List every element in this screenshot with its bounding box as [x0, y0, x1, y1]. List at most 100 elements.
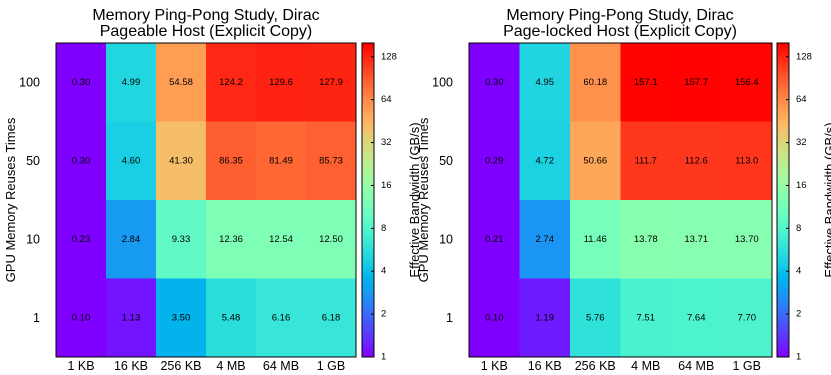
- x-tick-label: 256 KB: [575, 359, 616, 373]
- heatmap-cell: [56, 278, 107, 358]
- heatmap-cell: [620, 121, 672, 201]
- cell-value-label: 5.76: [586, 312, 605, 323]
- cell-value-label: 112.6: [685, 155, 708, 166]
- heatmap-cell: [721, 121, 773, 201]
- colorbar-tick-label: 4: [796, 266, 801, 277]
- cell-value-label: 3.50: [172, 312, 191, 323]
- heatmap-cell: [306, 121, 357, 201]
- cell-value-label: 81.49: [269, 155, 293, 166]
- x-axis-label: Working Set Size: [571, 373, 670, 375]
- heatmap-cell: [306, 200, 357, 279]
- heatmap-cell: [519, 43, 571, 122]
- x-tick-label: 64 MB: [678, 359, 714, 373]
- colorbar-tick-label: 8: [381, 223, 386, 234]
- colorbar-label: Effective Bandwidth (GB/s): [822, 122, 831, 277]
- heatmap-cell: [256, 121, 307, 201]
- cell-value-label: 12.54: [269, 234, 293, 245]
- heatmap-cell: [306, 43, 357, 122]
- cell-value-label: 0.23: [72, 234, 91, 245]
- cell-value-label: 11.46: [584, 234, 607, 245]
- y-tick-label: 100: [19, 75, 40, 89]
- x-tick-label: 256 KB: [160, 359, 201, 373]
- x-tick-label: 16 KB: [114, 359, 148, 373]
- heatmap-cell: [469, 121, 520, 201]
- heatmap-cell: [519, 121, 571, 201]
- colorbar-tick-label: 128: [381, 51, 397, 62]
- cell-value-label: 6.16: [272, 312, 291, 323]
- heatmap-cell: [206, 121, 257, 201]
- cell-value-label: 7.64: [687, 312, 706, 323]
- colorbar-tick-label: 128: [796, 51, 812, 62]
- cell-value-label: 12.36: [219, 234, 243, 245]
- y-tick-label: 100: [432, 75, 453, 89]
- chart-title-line-1: Memory Ping-Pong Study, Dirac: [506, 7, 733, 24]
- plot-frame: [468, 42, 773, 358]
- colorbar-tick-label: 64: [381, 94, 392, 105]
- heatmap-cell: [570, 278, 621, 358]
- cell-value-label: 0.29: [485, 155, 504, 166]
- heatmap-cell: [206, 43, 257, 122]
- cell-value-label: 0.10: [485, 312, 504, 323]
- heatmap-cell: [106, 43, 157, 122]
- cell-value-label: 6.18: [322, 312, 341, 323]
- cell-value-label: 0.30: [72, 77, 91, 88]
- cell-value-label: 156.4: [735, 77, 759, 88]
- heatmap-cell: [671, 278, 722, 358]
- cell-value-label: 50.66: [583, 155, 607, 166]
- colorbar-tick-label: 4: [381, 266, 386, 277]
- colorbar-tick-label: 64: [796, 94, 807, 105]
- x-axis-label: Working Set Size: [156, 373, 255, 375]
- heatmap-cell: [620, 278, 672, 358]
- heatmap-cell: [519, 200, 571, 279]
- y-tick-label: 10: [439, 232, 453, 246]
- cell-value-label: 0.30: [485, 77, 504, 88]
- heatmap-cell: [620, 200, 672, 279]
- colorbar-tick-label: 16: [381, 180, 392, 191]
- cell-value-label: 0.21: [485, 234, 504, 245]
- heatmap-cell: [570, 121, 621, 201]
- chart-title-line-2: Pageable Host (Explicit Copy): [100, 23, 313, 40]
- heatmap-cell: [206, 278, 257, 358]
- cell-value-label: 5.48: [222, 312, 241, 323]
- heatmap-cell: [620, 43, 672, 122]
- heatmap-cell: [671, 43, 722, 122]
- heatmap-cell: [469, 43, 520, 122]
- cell-value-label: 60.18: [583, 77, 607, 88]
- y-axis-label: GPU Memory Reuses Times: [416, 117, 431, 282]
- x-tick-label: 64 MB: [263, 359, 299, 373]
- heatmap-cell: [721, 278, 773, 358]
- plot-frame: [55, 42, 357, 358]
- heatmap-cell: [306, 278, 357, 358]
- cell-value-label: 85.73: [319, 155, 343, 166]
- colorbar-tick-label: 32: [381, 137, 392, 148]
- heatmap-cell: [106, 200, 157, 279]
- cell-value-label: 4.60: [122, 155, 141, 166]
- heatmap-cell: [156, 278, 207, 358]
- heatmap-cell: [56, 43, 107, 122]
- heatmap-cell: [106, 121, 157, 201]
- cell-value-label: 86.35: [219, 155, 243, 166]
- heatmap-cell: [206, 200, 257, 279]
- colorbar: [776, 42, 790, 358]
- cell-value-label: 2.84: [122, 234, 141, 245]
- heatmap-cell: [671, 121, 722, 201]
- y-tick-label: 1: [446, 311, 453, 325]
- y-tick-label: 10: [26, 232, 40, 246]
- colorbar-tick-label: 8: [796, 223, 801, 234]
- cell-value-label: 1.13: [122, 312, 141, 323]
- heatmap-cell: [56, 121, 107, 201]
- heatmap-cell: [570, 200, 621, 279]
- heatmap-cell: [671, 200, 722, 279]
- heatmap-cell: [256, 278, 307, 358]
- cell-value-label: 13.70: [735, 234, 759, 245]
- y-axis-label: GPU Memory Reuses Times: [3, 117, 18, 282]
- heatmap-cell: [570, 43, 621, 122]
- chart-title-line-1: Memory Ping-Pong Study, Dirac: [92, 7, 319, 24]
- cell-value-label: 7.70: [738, 312, 757, 323]
- heatmap-cell: [519, 278, 571, 358]
- cell-value-label: 12.50: [319, 234, 343, 245]
- cell-value-label: 2.74: [536, 234, 555, 245]
- heatmap-cell: [156, 200, 207, 279]
- x-tick-label: 16 KB: [528, 359, 562, 373]
